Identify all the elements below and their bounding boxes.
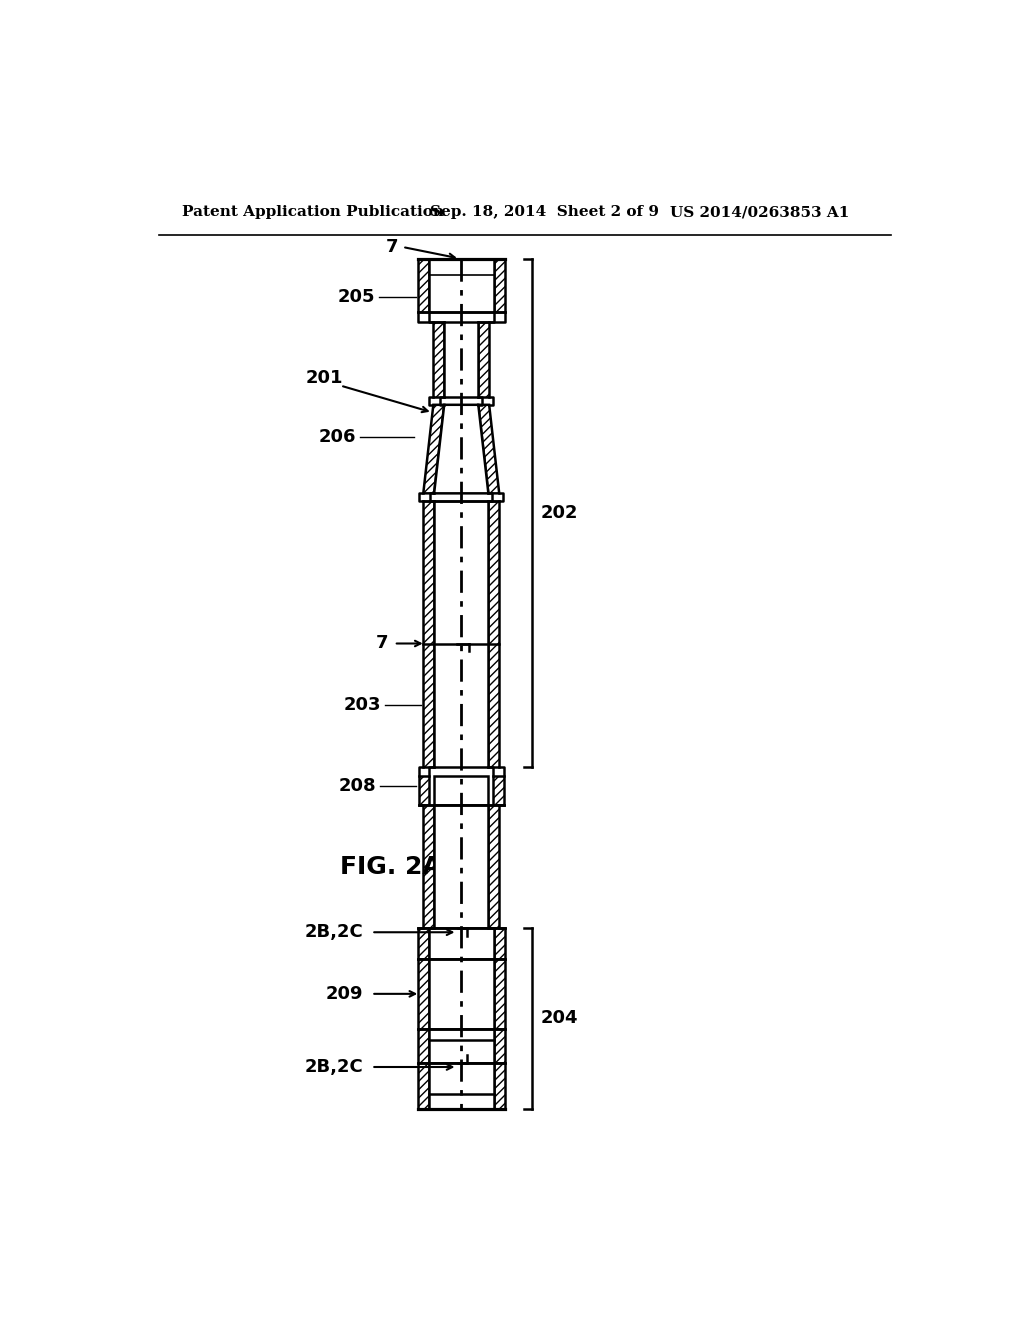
Bar (493, 776, 504, 805)
Bar (434, 805, 488, 928)
Text: 203: 203 (343, 696, 381, 714)
Bar (434, 502, 488, 767)
Bar (418, 1063, 429, 1109)
Text: 7: 7 (376, 635, 388, 652)
Bar (418, 1063, 429, 1109)
Polygon shape (478, 405, 500, 494)
Bar (433, 322, 444, 397)
Bar (493, 776, 504, 805)
Bar (494, 1063, 505, 1109)
Bar (488, 502, 500, 767)
Text: FIG. 2A: FIG. 2A (340, 855, 442, 879)
Bar (444, 322, 478, 397)
Bar (419, 776, 429, 805)
Polygon shape (423, 405, 444, 494)
Bar (434, 776, 488, 805)
Bar (418, 928, 429, 960)
Bar (494, 1028, 505, 1063)
Bar (478, 322, 489, 397)
Bar (429, 960, 494, 1028)
Bar (423, 502, 434, 767)
Bar (419, 776, 429, 805)
Bar (423, 502, 434, 767)
Bar (429, 259, 494, 313)
Bar (418, 259, 429, 313)
Text: 208: 208 (338, 777, 376, 795)
Text: 2B,2C: 2B,2C (305, 1059, 364, 1076)
Text: 204: 204 (541, 1010, 579, 1027)
Bar (429, 1028, 494, 1063)
Bar (494, 928, 505, 960)
Bar (494, 259, 505, 313)
Text: 206: 206 (318, 428, 356, 446)
Bar (494, 960, 505, 1028)
Bar (429, 928, 494, 960)
Bar (494, 259, 505, 313)
Bar (429, 1063, 494, 1109)
Text: US 2014/0263853 A1: US 2014/0263853 A1 (671, 206, 850, 219)
Text: 202: 202 (541, 504, 579, 521)
Text: Sep. 18, 2014  Sheet 2 of 9: Sep. 18, 2014 Sheet 2 of 9 (430, 206, 659, 219)
Bar (488, 502, 500, 767)
Text: 7: 7 (386, 238, 398, 256)
Bar (488, 805, 500, 928)
Bar (423, 805, 434, 928)
Bar (478, 322, 489, 397)
Bar (423, 805, 434, 928)
Bar (494, 960, 505, 1028)
Bar (418, 928, 429, 960)
Bar (418, 1028, 429, 1063)
Polygon shape (434, 405, 488, 494)
Text: 201: 201 (305, 368, 343, 387)
Bar (494, 928, 505, 960)
Bar (418, 1028, 429, 1063)
Text: 2B,2C: 2B,2C (305, 923, 364, 941)
Bar (494, 1063, 505, 1109)
Bar (488, 805, 500, 928)
Text: 209: 209 (326, 985, 364, 1003)
Bar (418, 259, 429, 313)
Bar (433, 322, 444, 397)
Text: 205: 205 (338, 288, 375, 306)
Bar (494, 1028, 505, 1063)
Bar (418, 960, 429, 1028)
Bar (418, 960, 429, 1028)
Text: Patent Application Publication: Patent Application Publication (182, 206, 444, 219)
